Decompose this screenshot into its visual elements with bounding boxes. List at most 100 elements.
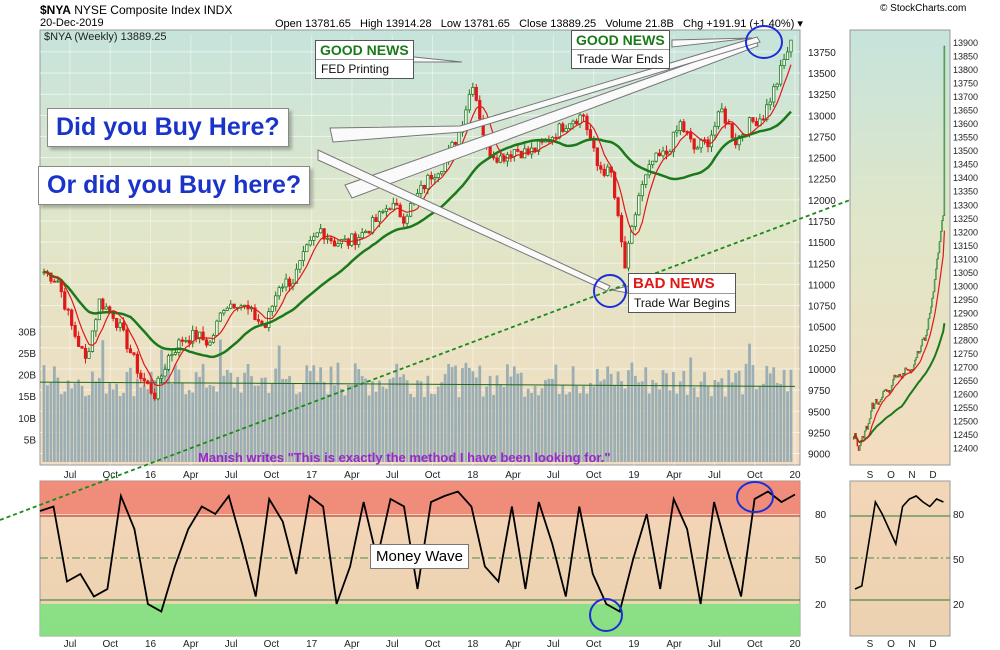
candle-body <box>651 160 655 166</box>
volume-bar <box>703 372 706 462</box>
candle-body <box>747 117 752 135</box>
volume-bar <box>77 379 80 462</box>
daily-y-tick-label: 13250 <box>953 214 978 224</box>
candle-body <box>332 240 337 247</box>
volume-bar <box>56 377 60 462</box>
y-tick-label: 12750 <box>808 132 836 143</box>
daily-candle <box>879 399 882 403</box>
volume-bar <box>267 392 271 462</box>
candle-body <box>187 339 191 344</box>
daily-candle <box>898 373 900 378</box>
volume-bar <box>194 372 198 462</box>
volume-bar <box>544 380 547 462</box>
candle-body <box>619 215 624 243</box>
close-value: 13889.25 <box>550 18 597 30</box>
candle-body <box>260 320 264 324</box>
candle-body <box>336 243 340 247</box>
volume-bar <box>146 389 150 462</box>
y-tick-label: 10500 <box>808 323 836 334</box>
candle-body <box>696 147 700 150</box>
volume-bar <box>447 363 451 462</box>
candle-body <box>657 152 662 157</box>
volume-bar <box>42 365 46 462</box>
volume-bar <box>423 397 426 462</box>
volume-bar <box>550 378 554 462</box>
volume-bar <box>599 381 603 462</box>
daily-candle <box>895 375 898 378</box>
volume-bar <box>142 385 146 462</box>
candle-body <box>76 335 81 347</box>
candle-body <box>90 330 95 352</box>
ma-fast-line <box>43 64 792 387</box>
volume-bar <box>502 386 506 462</box>
x-tick-label: Apr <box>666 470 682 481</box>
candle-body <box>730 123 734 139</box>
volume-bar <box>526 388 530 462</box>
daily-osc-y-tick-label: 20 <box>953 600 965 611</box>
daily-candle <box>921 339 924 347</box>
volume-tick-label: 30B <box>18 327 36 338</box>
buy-high-callout: Did you Buy Here? <box>47 108 289 147</box>
volume-bar <box>350 385 354 462</box>
volume-bar <box>322 381 326 462</box>
candle-body <box>709 134 714 148</box>
volume-bar <box>167 364 170 462</box>
volume-bar <box>384 388 388 462</box>
daily-x-tick-label: N <box>908 470 915 481</box>
candle-body <box>654 152 658 162</box>
volume-bar <box>492 395 495 462</box>
volume-bar <box>191 392 195 462</box>
volume-bar <box>243 372 246 462</box>
x-tick-label: Oct <box>425 470 441 481</box>
volume-bar <box>104 393 108 462</box>
volume-bar <box>564 394 568 462</box>
volume-bar <box>523 396 527 462</box>
volume-bar <box>775 382 779 462</box>
candle-body <box>94 319 98 332</box>
volume-bar <box>730 382 734 462</box>
volume-bar <box>73 383 77 462</box>
candle-body <box>298 260 302 270</box>
volume-bar <box>281 378 285 462</box>
daily-y-tick-label: 12500 <box>953 416 978 426</box>
volume-bar <box>613 384 617 462</box>
candle-body <box>115 318 119 328</box>
y-tick-label: 10000 <box>808 365 836 376</box>
volume-bar <box>661 370 665 462</box>
daily-y-tick-label: 13900 <box>953 38 978 48</box>
volume-bar <box>381 386 385 462</box>
daily-osc-x-tick-label: S <box>867 639 874 650</box>
daily-candle <box>905 367 908 370</box>
candle-body <box>720 108 724 113</box>
osc-x-tick-label: 20 <box>789 639 801 650</box>
volume-bar <box>741 394 744 462</box>
daily-candle <box>872 402 874 410</box>
daily-candle <box>922 337 925 340</box>
volume-bar <box>59 394 63 462</box>
volume-bar <box>115 383 119 462</box>
low-value: 13781.65 <box>464 18 510 30</box>
candle-body <box>343 238 347 241</box>
volume-bar <box>402 374 406 462</box>
daily-candle <box>937 252 939 260</box>
candle-body <box>737 135 741 146</box>
volume-bar <box>557 394 561 462</box>
y-tick-label: 10250 <box>808 344 836 355</box>
x-tick-label: Apr <box>344 470 360 481</box>
y-tick-label: 13500 <box>808 69 836 80</box>
daily-candle <box>928 312 931 319</box>
candle-body <box>153 392 157 400</box>
daily-candle <box>859 445 861 451</box>
volume-bar <box>710 396 713 462</box>
volume-bar <box>371 381 374 462</box>
volume-bar <box>682 371 686 462</box>
volume-bar <box>170 383 174 462</box>
daily-y-tick-label: 13650 <box>953 106 978 116</box>
daily-candle <box>943 45 946 216</box>
x-tick-label: Apr <box>183 470 199 481</box>
volume-bar <box>374 391 378 462</box>
bad-news-sub: Trade War Begins <box>634 296 730 310</box>
good-news-trade-title: GOOD NEWS <box>572 31 669 50</box>
candle-body <box>277 287 281 297</box>
volume-bar <box>208 385 212 462</box>
